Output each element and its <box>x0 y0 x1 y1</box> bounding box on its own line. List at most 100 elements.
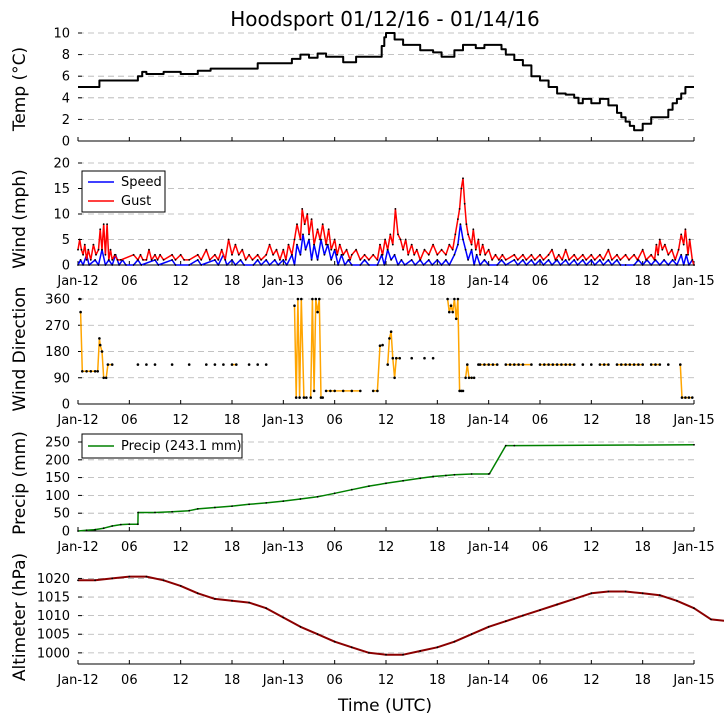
wdir-direction-point-13-0 <box>264 363 268 366</box>
temp-y-ticks: 0 2 4 6 8 10 <box>53 27 82 150</box>
gust-legend-label: Gust <box>121 194 151 209</box>
precip-precip-243-1-mm--point-10 <box>171 510 174 513</box>
wind-xtick-label-6: 12 <box>378 274 395 289</box>
wind-speed-point-84 <box>453 253 456 256</box>
wind-xtick-label-12: Jan-15 <box>672 274 714 289</box>
wind-speed-point-35 <box>260 264 262 266</box>
wind-gust-point-78 <box>327 228 330 231</box>
precip-precip-243-1-mm--point-29 <box>470 473 473 475</box>
wind-gust-point-77 <box>325 243 327 246</box>
wind-speed-point-54 <box>326 243 329 246</box>
wdir-direction-point-1-6 <box>98 337 101 340</box>
wind-gust-point-158 <box>593 259 596 261</box>
wind-gust-point-176 <box>661 248 664 251</box>
wdir-direction-point-1-8 <box>100 350 104 353</box>
wind-gust-point-162 <box>611 259 613 261</box>
wind-gust-point-98 <box>391 243 394 246</box>
wdir-series <box>78 297 694 399</box>
wind-gust-point-131 <box>484 253 487 256</box>
wind-gust-point-71 <box>308 233 310 236</box>
wind-gust-point-37 <box>188 259 191 261</box>
altimeter-xtick-label-4: Jan-13 <box>262 673 304 688</box>
wdir-direction-point-24-3 <box>487 363 491 366</box>
wind-gust-point-129 <box>479 253 481 256</box>
precip-precip-243-1-mm--point-23 <box>385 482 387 485</box>
wind-gust-point-75 <box>319 238 321 241</box>
wind-gust-point-165 <box>624 253 627 256</box>
wind-gust-point-70 <box>306 213 309 215</box>
altimeter-altimeter-point-2 <box>111 577 114 580</box>
wind-speed-point-138 <box>682 264 685 266</box>
wdir-direction-point-5-0 <box>170 363 174 366</box>
wind-gust-point-45 <box>224 259 227 261</box>
temp-ytick-label-0: 0 <box>62 135 70 150</box>
precip-precip-243-1-mm--point-11 <box>188 509 191 512</box>
wdir-xtick-label-9: 06 <box>532 413 549 428</box>
wdir-direction-point-26-7 <box>568 363 572 366</box>
wdir-direction-point-7-0 <box>205 363 208 366</box>
wind-speed-point-39 <box>277 264 280 266</box>
wind-gust-point-32 <box>162 259 165 261</box>
wdir-direction-point-14-4 <box>300 297 303 301</box>
wind-gust-point-82 <box>338 243 341 246</box>
wind-gust-point-53 <box>251 259 254 261</box>
wind-speed-point-117 <box>590 259 593 261</box>
x-axis-label: Time (UTC) <box>337 696 432 716</box>
altimeter-xtick-label-2: 12 <box>172 673 189 688</box>
wind-speed-point-61 <box>350 264 353 266</box>
altimeter-x-ticks: Jan-12 06 12 18 Jan-13 06 12 18 Jan-14 06 12 18 Jan-… <box>56 660 715 688</box>
wind-speed-point-140 <box>688 264 690 266</box>
wind-xtick-label-0: Jan-12 <box>56 274 98 289</box>
wind-gust-point-83 <box>342 253 345 256</box>
wdir-direction-point-1-9 <box>102 376 105 380</box>
wind-gust-point-155 <box>581 253 584 256</box>
temp-y-axis-label: Temp (°C) <box>10 47 30 132</box>
wind-speed-point-72 <box>400 259 403 261</box>
wdir-direction-line-17 <box>373 344 383 392</box>
altimeter-altimeter-point-11 <box>265 607 268 610</box>
wind-speed-point-18 <box>154 259 156 261</box>
wind-y-ticks: 0 5 10 15 20 <box>53 157 82 274</box>
wind-speed-point-8 <box>104 264 107 266</box>
altimeter-altimeter-point-27 <box>539 609 541 611</box>
wind-speed-point-19 <box>157 264 160 266</box>
wdir-direction-point-18-1 <box>388 337 391 340</box>
wind-gust-point-153 <box>573 253 576 256</box>
precip-xtick-label-1: 06 <box>121 540 138 555</box>
precip-precip-243-1-mm--point-2 <box>94 528 96 531</box>
precip-xtick-label-6: 12 <box>378 540 395 555</box>
precip-xtick-label-11: 18 <box>634 540 651 555</box>
altimeter-altimeter-point-9 <box>231 599 233 602</box>
precip-ytick-label-0: 0 <box>62 525 70 540</box>
wdir-direction-point-30-3 <box>628 363 632 366</box>
precip-precip-243-1-mm--point-21 <box>350 488 353 491</box>
wdir-y-ticks: 0 90 180 270 360 <box>45 293 82 413</box>
wdir-xtick-label-8: Jan-14 <box>467 413 509 428</box>
wdir-direction-point-23-1 <box>466 363 469 366</box>
wind-gust-point-26 <box>145 259 148 261</box>
wind-xtick-label-10: 12 <box>583 274 600 289</box>
wind-gust-point-64 <box>291 253 293 256</box>
wind-gust-point-180 <box>674 259 677 261</box>
wind-legend-box <box>81 170 166 213</box>
wdir-direction-point-15-0 <box>309 396 313 399</box>
wdir-direction-point-1-4 <box>93 370 97 373</box>
wind-gust-point-60 <box>279 259 281 261</box>
wdir-xtick-label-7: 18 <box>429 413 446 428</box>
precip-precip-243-1-mm--point-9 <box>154 511 156 514</box>
precip-xtick-label-4: Jan-13 <box>262 540 304 555</box>
wind-gust-point-113 <box>440 248 443 251</box>
wdir-direction-point-14-1 <box>294 396 298 399</box>
wdir-xtick-label-5: 06 <box>326 413 343 428</box>
wind-speed-point-109 <box>556 259 558 261</box>
wind-speed-point-71 <box>397 264 399 266</box>
temp-ytick-label-10: 10 <box>53 27 70 42</box>
precip-ytick-label-250: 250 <box>45 436 70 451</box>
altimeter-xtick-label-3: 18 <box>224 673 241 688</box>
wdir-direction-point-28-0 <box>590 363 593 366</box>
wind-speed-point-99 <box>513 259 516 261</box>
wdir-direction-point-14-5 <box>302 396 306 399</box>
wind-speed-point-37 <box>268 264 271 266</box>
wdir-ytick-label-0: 0 <box>62 398 70 413</box>
